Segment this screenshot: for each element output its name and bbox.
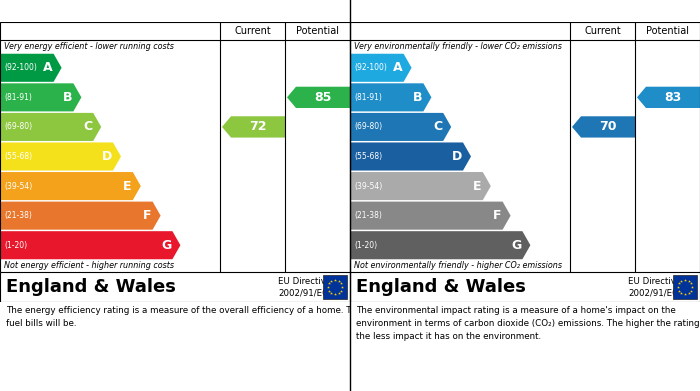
Text: England & Wales: England & Wales [6,278,176,296]
Text: (69-80): (69-80) [4,122,32,131]
Text: The energy efficiency rating is a measure of the overall efficiency of a home. T: The energy efficiency rating is a measur… [6,306,687,328]
Text: Very environmentally friendly - lower CO₂ emissions: Very environmentally friendly - lower CO… [354,42,562,51]
Text: B: B [63,91,72,104]
Polygon shape [222,116,285,138]
Text: B: B [413,91,422,104]
Text: Current: Current [584,26,621,36]
Text: (55-68): (55-68) [354,152,382,161]
Text: A: A [43,61,52,74]
Bar [323,275,347,299]
Bar [673,275,697,299]
Text: Current: Current [234,26,271,36]
Text: EU Directive
2002/91/EC: EU Directive 2002/91/EC [278,276,331,298]
Polygon shape [637,87,700,108]
Text: (39-54): (39-54) [354,181,382,190]
Text: G: G [161,239,172,252]
Polygon shape [350,202,510,230]
Text: 70: 70 [599,120,617,133]
Text: G: G [511,239,522,252]
Text: D: D [102,150,112,163]
Polygon shape [350,172,491,200]
Text: (1-20): (1-20) [354,241,377,250]
Text: 83: 83 [664,91,682,104]
Polygon shape [0,231,181,259]
Text: Energy Efficiency Rating: Energy Efficiency Rating [5,5,176,18]
Text: Not energy efficient - higher running costs: Not energy efficient - higher running co… [4,261,174,270]
Text: E: E [473,179,482,193]
Polygon shape [0,142,121,170]
Text: (21-38): (21-38) [354,211,382,220]
Polygon shape [350,83,431,111]
Text: (55-68): (55-68) [4,152,32,161]
Text: Potential: Potential [296,26,339,36]
Text: (81-91): (81-91) [354,93,382,102]
Text: (81-91): (81-91) [4,93,32,102]
Text: C: C [83,120,92,133]
Text: (92-100): (92-100) [354,63,387,72]
Text: (92-100): (92-100) [4,63,37,72]
Polygon shape [350,142,471,170]
Text: 85: 85 [314,91,332,104]
Text: England & Wales: England & Wales [356,278,526,296]
Text: Very energy efficient - lower running costs: Very energy efficient - lower running co… [4,42,174,51]
Text: (21-38): (21-38) [4,211,32,220]
Text: Environmental Impact (CO₂) Rating: Environmental Impact (CO₂) Rating [355,5,601,18]
Polygon shape [0,113,102,141]
Polygon shape [350,54,412,82]
Text: D: D [452,150,462,163]
Polygon shape [287,87,350,108]
Text: (39-54): (39-54) [4,181,32,190]
Polygon shape [350,231,531,259]
Polygon shape [572,116,635,138]
Polygon shape [0,54,62,82]
Text: C: C [433,120,442,133]
Text: Not environmentally friendly - higher CO₂ emissions: Not environmentally friendly - higher CO… [354,261,562,270]
Text: A: A [393,61,402,74]
Text: (1-20): (1-20) [4,241,27,250]
Text: The environmental impact rating is a measure of a home's impact on the environme: The environmental impact rating is a mea… [356,306,699,341]
Text: EU Directive
2002/91/EC: EU Directive 2002/91/EC [628,276,681,298]
Polygon shape [0,172,141,200]
Polygon shape [0,83,81,111]
Polygon shape [0,202,160,230]
Text: F: F [493,209,502,222]
Text: (69-80): (69-80) [354,122,382,131]
Text: F: F [143,209,152,222]
Text: Potential: Potential [646,26,689,36]
Polygon shape [350,113,452,141]
Text: 72: 72 [249,120,267,133]
Text: E: E [123,179,132,193]
